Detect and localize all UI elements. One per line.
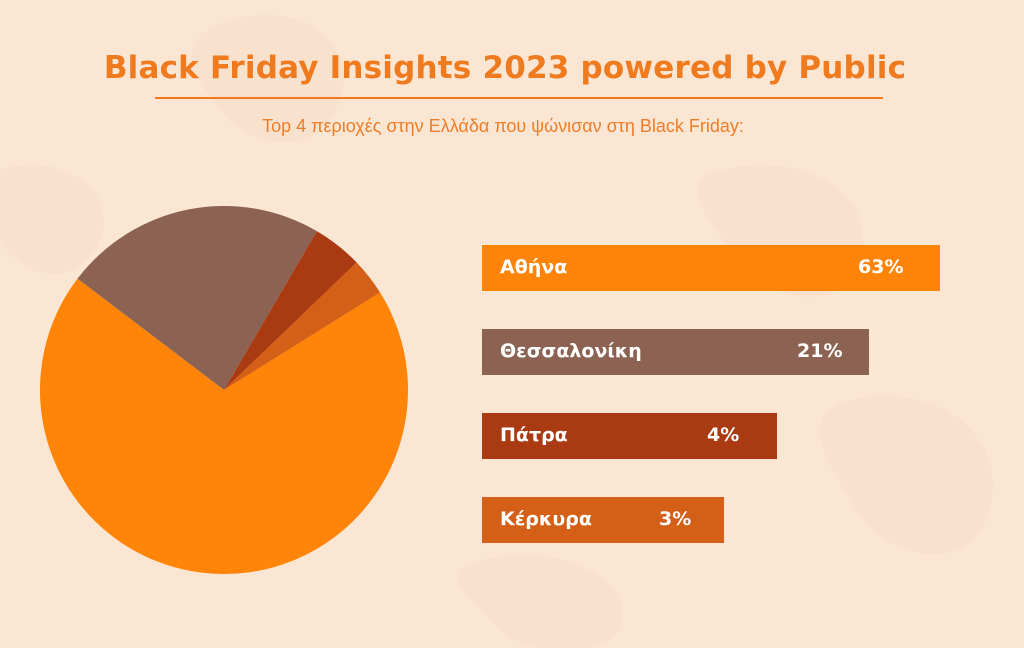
page-subtitle: Top 4 περιοχές στην Ελλάδα που ψώνισαν σ… xyxy=(262,116,744,136)
pie-slice-thessaloniki xyxy=(77,206,317,390)
page-title: Black Friday Insights 2023 powered by Pu… xyxy=(103,50,907,86)
bar-patra: Πάτρα 4% xyxy=(482,413,777,459)
bar-label: Θεσσαλονίκη xyxy=(500,340,642,362)
pie-slice-patra xyxy=(224,231,357,390)
bar-value: 3% xyxy=(659,508,692,530)
bar-value: 21% xyxy=(797,340,843,362)
pie-slice-athina xyxy=(40,278,409,575)
pie-slice-kerkyra xyxy=(224,262,381,390)
bar-thessaloniki: Θεσσαλονίκη 21% xyxy=(482,329,869,375)
bar-label: Αθήνα xyxy=(500,256,568,278)
bar-kerkyra: Κέρκυρα 3% xyxy=(482,497,724,543)
bar-value: 63% xyxy=(858,256,904,278)
bar-label: Πάτρα xyxy=(500,424,568,446)
bar-athina: Αθήνα 63% xyxy=(482,245,940,291)
title-underline xyxy=(155,97,883,99)
bar-label: Κέρκυρα xyxy=(500,508,592,530)
bar-value: 4% xyxy=(707,424,740,446)
